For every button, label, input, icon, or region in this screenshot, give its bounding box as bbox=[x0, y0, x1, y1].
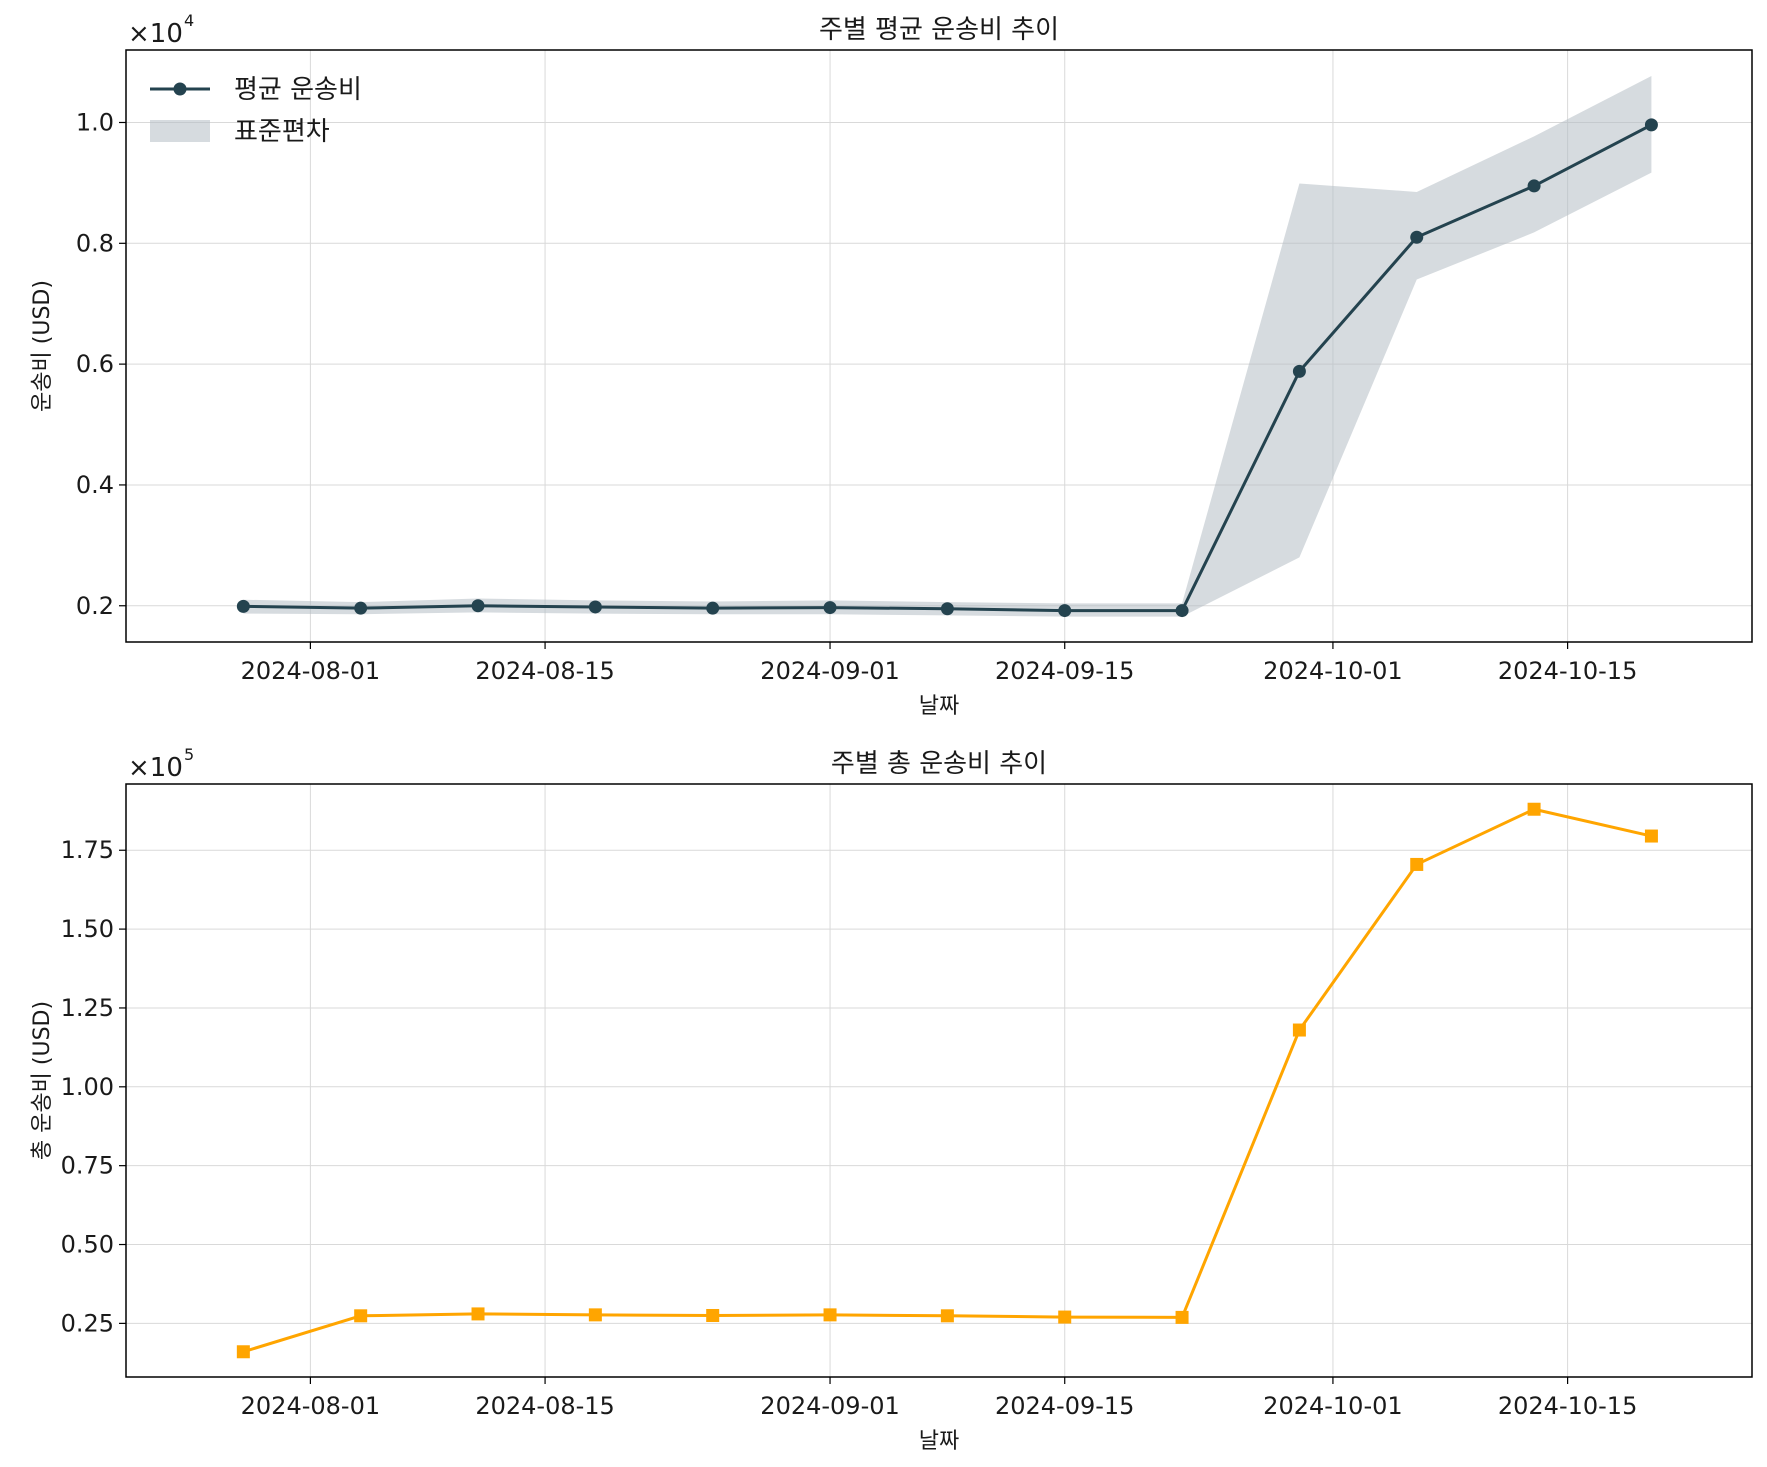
data-point bbox=[236, 599, 250, 613]
data-point bbox=[1644, 829, 1658, 843]
x-tick-label: 2024-10-15 bbox=[1498, 1392, 1637, 1420]
data-point bbox=[236, 1345, 250, 1359]
std-band bbox=[243, 75, 1652, 617]
data-point bbox=[1292, 1023, 1306, 1037]
y-tick-label: 0.25 bbox=[61, 1309, 114, 1337]
data-point bbox=[471, 1307, 485, 1321]
data-point bbox=[940, 1309, 954, 1323]
x-tick-label: 2024-08-01 bbox=[241, 1392, 380, 1420]
x-tick-label: 2024-10-01 bbox=[1263, 1392, 1402, 1420]
legend-band-swatch bbox=[150, 120, 210, 142]
data-point bbox=[588, 600, 602, 614]
data-point bbox=[1058, 604, 1072, 618]
y-tick-label: 1.00 bbox=[61, 1073, 114, 1101]
offset-exponent: 4 bbox=[184, 11, 194, 30]
data-point bbox=[1175, 604, 1189, 618]
data-point bbox=[471, 599, 485, 613]
offset-multiplier: ×10 bbox=[128, 753, 183, 783]
data-point bbox=[706, 1308, 720, 1322]
x-tick-label: 2024-09-01 bbox=[760, 1392, 899, 1420]
y-tick-label: 0.2 bbox=[76, 592, 114, 620]
data-point bbox=[1410, 230, 1424, 244]
data-point bbox=[706, 601, 720, 615]
y-tick-label: 0.6 bbox=[76, 350, 114, 378]
data-point bbox=[1527, 802, 1541, 816]
legend-marker bbox=[173, 82, 187, 96]
x-tick-label: 2024-09-15 bbox=[995, 1392, 1134, 1420]
data-point bbox=[823, 601, 837, 615]
data-point bbox=[1410, 857, 1424, 871]
data-point bbox=[354, 601, 368, 615]
data-point bbox=[354, 1309, 368, 1323]
x-tick-label: 2024-08-15 bbox=[475, 657, 614, 685]
chart-title: 주별 평균 운송비 추이 bbox=[819, 15, 1059, 45]
total-cost-panel: 0.25 0.50 0.75 1.00 1.25 1.50 1.75 2024-08-01 20… bbox=[30, 745, 1753, 1454]
data-point bbox=[1527, 179, 1541, 193]
x-tick-label: 2024-10-15 bbox=[1498, 657, 1637, 685]
plot-frame bbox=[125, 783, 1753, 1378]
data-point bbox=[823, 1308, 837, 1322]
x-axis-label: 날짜 bbox=[919, 694, 959, 719]
y-tick-label: 0.50 bbox=[61, 1231, 114, 1259]
x-tick-label: 2024-10-01 bbox=[1263, 657, 1402, 685]
avg-cost-panel: 0.2 0.4 0.6 0.8 1.0 2024-08-01 2024-08-15 2024-… bbox=[30, 11, 1753, 719]
y-tick-label: 0.4 bbox=[76, 471, 114, 499]
plot-frame bbox=[125, 49, 1753, 643]
y-tick-label: 1.75 bbox=[61, 836, 114, 864]
series-line bbox=[242, 807, 1652, 1354]
data-point bbox=[1058, 1310, 1072, 1324]
data-point bbox=[1175, 1310, 1189, 1324]
x-tick-label: 2024-08-01 bbox=[241, 657, 380, 685]
x-tick-label: 2024-09-01 bbox=[760, 657, 899, 685]
y-axis-label: 총 운송비 (USD) bbox=[30, 1001, 55, 1160]
x-axis-label: 날짜 bbox=[919, 1429, 959, 1454]
legend-entry-mean: 평균 운송비 bbox=[234, 75, 362, 105]
y-tick-label: 1.0 bbox=[76, 108, 114, 136]
x-tick-label: 2024-09-15 bbox=[995, 657, 1134, 685]
data-point bbox=[1644, 118, 1658, 132]
legend-entry-std: 표준편차 bbox=[234, 117, 330, 147]
y-tick-label: 0.75 bbox=[61, 1152, 114, 1180]
offset-multiplier: ×10 bbox=[128, 19, 183, 49]
data-point bbox=[1292, 364, 1306, 378]
data-point bbox=[940, 602, 954, 616]
x-tick-label: 2024-08-15 bbox=[475, 1392, 614, 1420]
chart-title: 주별 총 운송비 추이 bbox=[831, 749, 1047, 779]
y-tick-label: 0.8 bbox=[76, 229, 114, 257]
y-tick-label: 1.50 bbox=[61, 915, 114, 943]
data-point bbox=[588, 1308, 602, 1322]
y-tick-label: 1.25 bbox=[61, 994, 114, 1022]
y-axis-label: 운송비 (USD) bbox=[30, 280, 55, 412]
offset-exponent: 5 bbox=[184, 745, 194, 764]
